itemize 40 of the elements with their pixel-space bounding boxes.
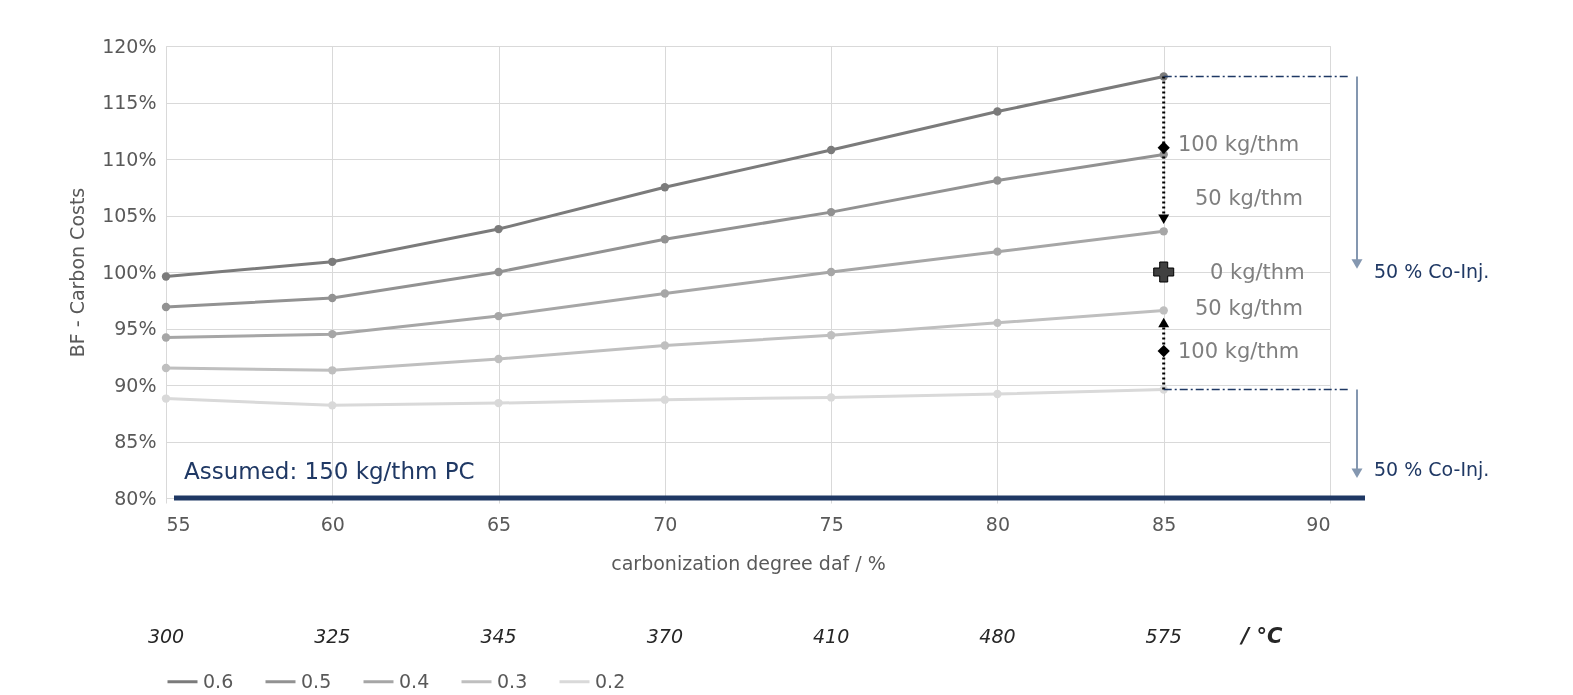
annotation: 100 kg/thm	[1178, 132, 1300, 156]
text: 50 % Co-Inj.	[1374, 260, 1490, 282]
x-tick-label: 55	[166, 512, 191, 535]
text: 345	[480, 625, 517, 647]
legend-label: 0.5	[301, 669, 332, 692]
x-tick-label: 80	[985, 512, 1011, 535]
text: 575	[1145, 625, 1182, 647]
y-tick-label: 90%	[114, 373, 157, 396]
annotation: Assumed: 150 kg/thm PC	[184, 458, 475, 484]
text: 300	[147, 625, 185, 647]
y-tick-label: 120%	[102, 34, 157, 57]
x-tick-label: 75	[819, 512, 844, 535]
y-tick-label: 105%	[102, 204, 157, 226]
y-tick-label: 85%	[114, 430, 157, 452]
y-tick-label: 100%	[102, 260, 157, 283]
text: 370	[646, 625, 683, 647]
legend-label: 0.6	[203, 669, 234, 692]
x-tick-label: 60	[320, 512, 345, 535]
legend-label: 0.2	[595, 669, 626, 692]
y-tick-label: 80%	[114, 486, 157, 509]
text: / °C	[1238, 624, 1284, 648]
legend-label: 0.3	[497, 669, 528, 692]
x-tick-label: 85	[1152, 512, 1177, 535]
annotation: 50 kg/thm	[1195, 296, 1303, 320]
text: 480	[979, 625, 1016, 647]
x-tick-label: 70	[653, 512, 678, 535]
legend-label: 0.4	[399, 669, 430, 692]
x-tick-label: 65	[486, 512, 512, 535]
y-axis-title: BF - Carbon Costs	[66, 187, 89, 358]
annotation: 0 kg/thm	[1210, 260, 1305, 284]
x-tick-label: 90	[1306, 512, 1331, 535]
text: 410	[813, 625, 850, 647]
x-axis-title: carbonization degree daf / %	[611, 551, 886, 574]
annotation: 50 kg/thm	[1195, 186, 1303, 210]
text: 50 % Co-Inj.	[1374, 458, 1490, 480]
text: 325	[314, 625, 351, 647]
y-tick-label: 95%	[114, 317, 157, 339]
y-tick-label: 110%	[102, 147, 157, 170]
y-tick-label: 115%	[102, 91, 157, 113]
annotation: 100 kg/thm	[1178, 339, 1300, 363]
